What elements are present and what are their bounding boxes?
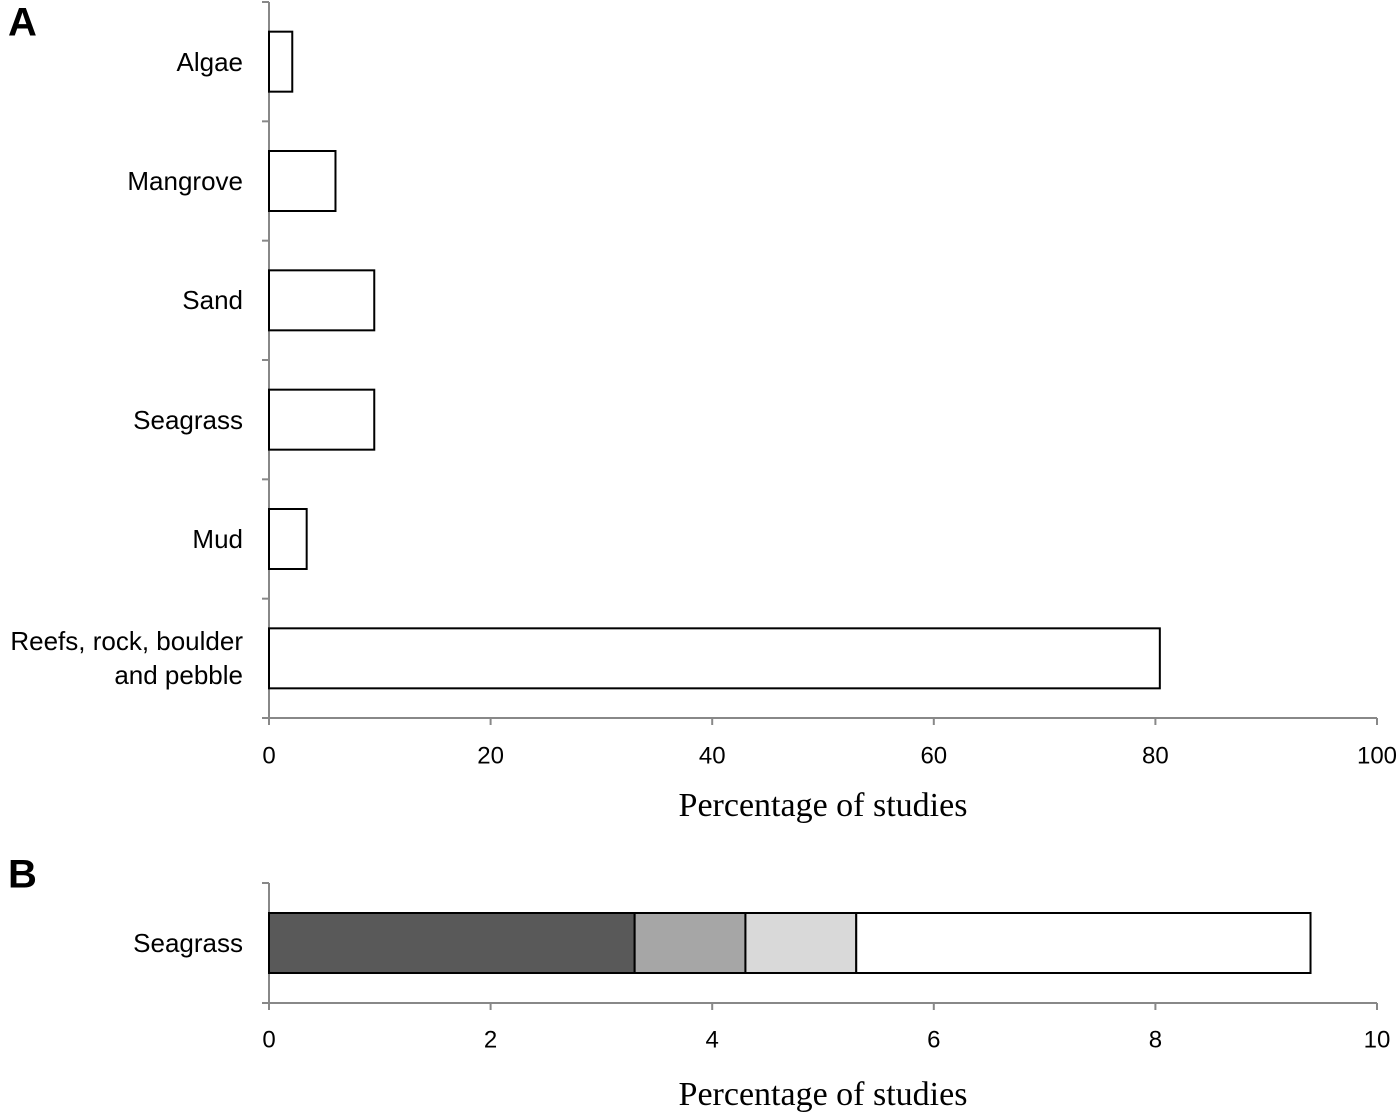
panel-label: B: [8, 853, 37, 897]
x-tick-label: 10: [1364, 1026, 1391, 1053]
bar: [268, 150, 337, 212]
bar: [268, 269, 376, 332]
x-tick-label: 40: [699, 742, 726, 769]
x-tick-label: 60: [920, 742, 947, 769]
x-tick-label: 20: [477, 742, 504, 769]
x-tick-label: 4: [706, 1026, 719, 1053]
x-tick-label: 0: [262, 742, 275, 769]
bar-segment: [268, 912, 636, 974]
x-tick-label: 8: [1149, 1026, 1162, 1053]
x-tick-label: 6: [927, 1026, 940, 1053]
x-axis-title: Percentage of studies: [679, 787, 968, 824]
bar-segment: [855, 912, 1312, 974]
x-tick-label: 100: [1357, 742, 1397, 769]
x-tick-label: 80: [1142, 742, 1169, 769]
category-label: Sand: [182, 285, 243, 316]
bar-segment: [633, 912, 747, 974]
panel-label: A: [8, 1, 37, 45]
category-label: Algae: [176, 46, 244, 77]
category-label: Mangrove: [127, 166, 243, 196]
category-label: Mud: [192, 524, 243, 554]
bar-segment: [744, 912, 858, 974]
bar: [268, 627, 1161, 690]
bar: [268, 388, 376, 451]
x-axis-title: Percentage of studies: [679, 1076, 968, 1113]
bar: [268, 30, 294, 93]
category-label: Seagrass: [133, 928, 243, 958]
category-label: Reefs, rock, boulder and pebble: [10, 626, 243, 691]
x-tick-label: 0: [262, 1026, 275, 1053]
bar: [268, 508, 308, 570]
category-label: Seagrass: [133, 404, 243, 435]
x-tick-label: 2: [484, 1026, 497, 1053]
